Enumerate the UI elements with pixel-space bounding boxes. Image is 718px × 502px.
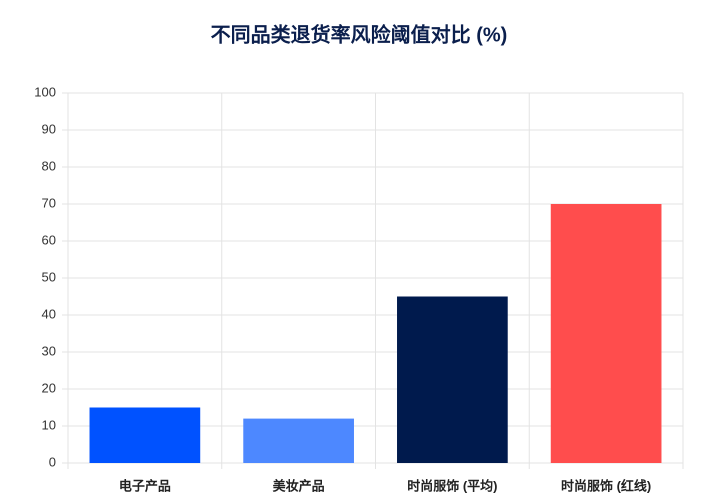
y-tick-label: 70 <box>42 195 56 210</box>
y-tick-label: 90 <box>42 121 56 136</box>
y-tick-label: 20 <box>42 380 56 395</box>
y-tick-label: 60 <box>42 232 56 247</box>
x-tick-label: 电子产品 <box>119 478 171 493</box>
bar <box>89 407 201 463</box>
y-tick-label: 10 <box>42 417 56 432</box>
x-tick-label: 时尚服饰 (平均) <box>407 478 497 493</box>
bar <box>397 296 508 463</box>
x-tick-label: 美妆产品 <box>273 478 325 493</box>
y-tick-label: 40 <box>42 306 56 321</box>
bar <box>243 418 354 463</box>
chart-title: 不同品类退货率风险阈值对比 (%) <box>211 22 508 46</box>
y-tick-label: 100 <box>34 84 56 99</box>
x-tick-label: 时尚服饰 (红线) <box>561 478 651 493</box>
bar <box>550 204 662 463</box>
y-tick-label: 50 <box>42 269 56 284</box>
y-tick-label: 30 <box>42 343 56 358</box>
y-tick-label: 0 <box>49 454 56 469</box>
y-tick-label: 80 <box>42 158 56 173</box>
